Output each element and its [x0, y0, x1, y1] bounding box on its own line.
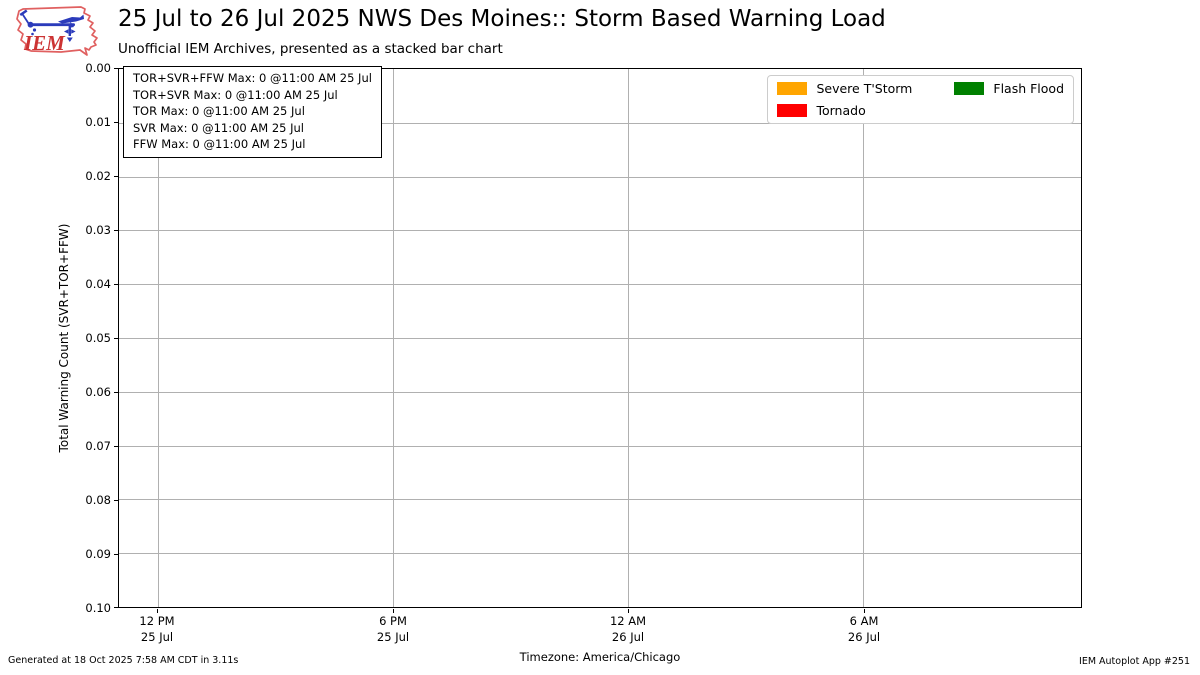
stats-line: TOR Max: 0 @11:00 AM 25 Jul: [133, 104, 305, 118]
stats-box: TOR+SVR+FFW Max: 0 @11:00 AM 25 Jul TOR+S…: [123, 66, 382, 158]
stats-line: TOR+SVR Max: 0 @11:00 AM 25 Jul: [133, 87, 338, 102]
legend-item: Flash Flood: [954, 81, 1064, 96]
iem-logo: IEM: [16, 6, 98, 56]
y-tick-label: 0.01: [85, 115, 111, 129]
legend-item: Tornado: [777, 103, 912, 118]
y-tick-label: 0.00: [85, 61, 111, 75]
generated-at-text: Generated at 18 Oct 2025 7:58 AM CDT in …: [8, 655, 239, 666]
y-tick-label: 0.10: [85, 601, 111, 615]
x-tick-label: 6 AM 26 Jul: [848, 613, 880, 645]
x-tick-time: 12 AM: [609, 614, 647, 628]
y-tick-mark: [114, 446, 118, 447]
x-tick-mark: [864, 609, 865, 613]
y-gridline: [119, 499, 1081, 501]
x-tick-time: 12 PM: [139, 614, 175, 628]
x-tick-label: 6 PM 25 Jul: [377, 613, 409, 645]
y-gridline: [119, 176, 1081, 178]
x-gridline: [627, 69, 629, 607]
legend-label: Flash Flood: [993, 81, 1064, 96]
y-tick-label: 0.03: [85, 223, 111, 237]
legend-swatch-icon: [777, 82, 808, 95]
timezone-text: Timezone: America/Chicago: [519, 650, 681, 664]
stats-line: SVR Max: 0 @11:00 AM 25 Jul: [133, 120, 304, 135]
logo-text: IEM: [23, 31, 66, 55]
y-tick-label: 0.04: [85, 277, 111, 291]
y-tick-mark: [114, 122, 118, 123]
y-tick-label: 0.09: [85, 547, 111, 561]
x-gridline: [863, 69, 865, 607]
y-tick-label: 0.02: [85, 169, 111, 183]
y-tick-mark: [114, 176, 118, 177]
y-gridline: [119, 122, 1081, 124]
stats-line: FFW Max: 0 @11:00 AM 25 Jul: [133, 137, 306, 151]
x-tick-mark: [393, 609, 394, 613]
x-tick-date: 26 Jul: [847, 630, 881, 644]
y-tick-label: 0.07: [85, 439, 111, 453]
y-tick-label: 0.08: [85, 493, 111, 507]
x-tick-date: 26 Jul: [611, 630, 645, 644]
y-gridline: [119, 445, 1081, 447]
legend-item: Severe T'Storm: [777, 81, 912, 96]
x-gridline: [157, 69, 159, 607]
x-tick-mark: [157, 609, 158, 613]
y-tick-mark: [114, 338, 118, 339]
y-gridline: [119, 284, 1081, 286]
y-tick-mark: [114, 230, 118, 231]
y-tick-mark: [114, 392, 118, 393]
legend-label: Tornado: [816, 103, 866, 118]
x-tick-mark: [628, 609, 629, 613]
x-tick-label: 12 AM 26 Jul: [610, 613, 646, 645]
y-tick-label: 0.05: [85, 331, 111, 345]
legend-label: Severe T'Storm: [816, 81, 913, 96]
y-tick-mark: [114, 500, 118, 501]
y-tick-mark: [114, 607, 118, 608]
stats-line: TOR+SVR+FFW Max: 0 @11:00 AM 25 Jul: [133, 71, 372, 85]
x-gridline: [393, 69, 395, 607]
legend-swatch-icon: [954, 82, 985, 95]
page-subtitle: Unofficial IEM Archives, presented as a …: [118, 41, 503, 57]
page-title: 25 Jul to 26 Jul 2025 NWS Des Moines:: S…: [118, 6, 886, 32]
y-gridline: [119, 553, 1081, 555]
y-gridline: [119, 338, 1081, 339]
plot-area: [118, 68, 1082, 608]
y-gridline: [119, 391, 1081, 393]
x-tick-time: 6 PM: [379, 614, 407, 628]
legend: Severe T'Storm Tornado Flash Flood: [767, 75, 1074, 124]
y-tick-label: 0.06: [85, 385, 111, 399]
x-tick-label: 12 PM 25 Jul: [139, 613, 174, 645]
y-tick-mark: [114, 284, 118, 285]
x-tick-date: 25 Jul: [140, 630, 174, 644]
weather-vane-icon: [19, 9, 84, 42]
autoplot-app-text: IEM Autoplot App #251: [1079, 656, 1190, 667]
y-tick-mark: [114, 68, 118, 69]
y-tick-mark: [114, 554, 118, 555]
legend-swatch-icon: [777, 104, 808, 117]
y-gridline: [119, 230, 1081, 232]
x-tick-date: 25 Jul: [376, 630, 410, 644]
x-tick-time: 6 AM: [849, 614, 879, 628]
